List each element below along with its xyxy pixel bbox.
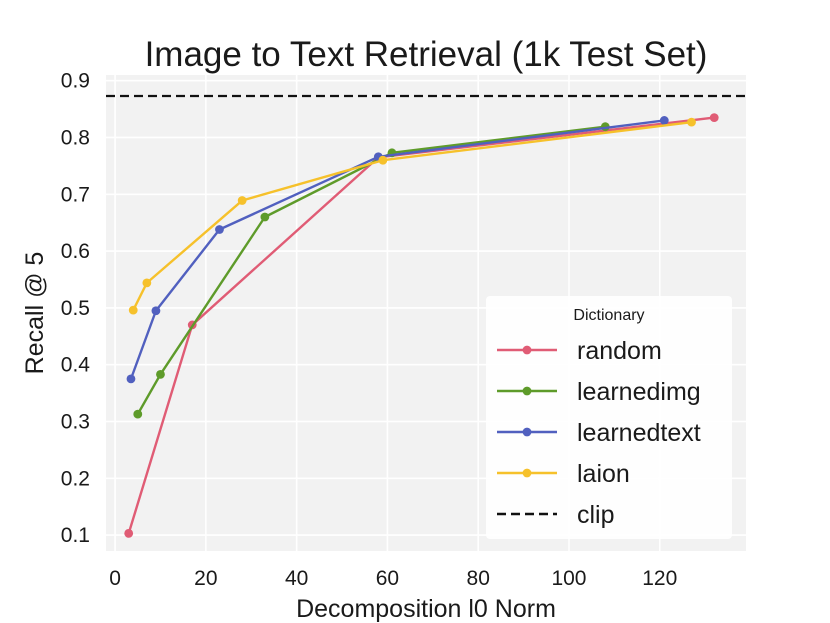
data-point (378, 155, 388, 165)
series-learnedimg (133, 122, 610, 419)
legend-item-learnedimg: learnedimg (497, 378, 701, 406)
data-point (687, 117, 696, 127)
y-tick-label: 0.2 (61, 467, 90, 490)
data-point (215, 225, 224, 234)
data-point (128, 305, 138, 315)
legend-marker (522, 427, 532, 437)
data-point (133, 409, 143, 419)
legend-label: random (577, 337, 662, 365)
data-point (237, 196, 247, 205)
legend-label: learnedimg (577, 378, 701, 406)
data-point (659, 116, 669, 125)
y-tick-label: 0.1 (61, 524, 90, 547)
y-tick-label: 0.7 (61, 183, 90, 206)
x-tick-label: 100 (551, 567, 586, 590)
legend-item-laion: laion (497, 460, 630, 488)
data-point (124, 528, 134, 538)
x-tick-label: 20 (194, 567, 217, 590)
legend-label: learnedtext (577, 419, 701, 447)
y-tick-label: 0.3 (61, 410, 90, 433)
chart-title: Image to Text Retrieval (1k Test Set) (145, 35, 708, 74)
legend-box (486, 296, 732, 539)
data-point (151, 306, 161, 316)
x-axis-ticks: 0 20 40 60 80 100 120 (109, 567, 677, 590)
legend-marker (522, 386, 532, 396)
y-axis-label: Recall @ 5 (21, 252, 49, 375)
x-tick-label: 60 (376, 567, 399, 590)
y-tick-label: 0.8 (61, 126, 90, 149)
y-axis-ticks: 0.1 0.2 0.3 0.4 0.5 0.6 0.7 0.8 0.9 (61, 70, 91, 547)
data-point (156, 369, 165, 379)
legend-label: laion (577, 460, 630, 488)
legend: Dictionary random learnedimg learnedtext la… (486, 296, 732, 539)
series-learnedtext (126, 116, 669, 384)
legend-item-learnedtext: learnedtext (497, 419, 701, 447)
data-point (260, 212, 270, 222)
y-tick-label: 0.9 (61, 70, 90, 93)
x-tick-label: 0 (109, 567, 121, 590)
series-line (127, 116, 715, 534)
legend-label: clip (577, 501, 615, 529)
data-point (709, 113, 719, 123)
legend-item-random: random (497, 337, 662, 365)
legend-marker (522, 345, 532, 355)
y-tick-label: 0.6 (61, 240, 90, 263)
series-laion (128, 117, 696, 315)
x-tick-label: 120 (642, 567, 677, 590)
data-point (126, 374, 136, 384)
legend-marker (522, 468, 532, 478)
x-tick-label: 80 (467, 567, 490, 590)
data-point (142, 278, 152, 288)
x-tick-label: 40 (285, 567, 308, 590)
legend-item-clip: clip (497, 501, 615, 529)
y-tick-label: 0.4 (61, 354, 91, 377)
y-tick-label: 0.5 (61, 297, 90, 320)
legend-items: random learnedimg learnedtext laion clip (497, 337, 701, 529)
x-axis-label: Decomposition l0 Norm (296, 595, 556, 623)
series-layer (124, 113, 719, 538)
legend-title: Dictionary (573, 307, 644, 324)
